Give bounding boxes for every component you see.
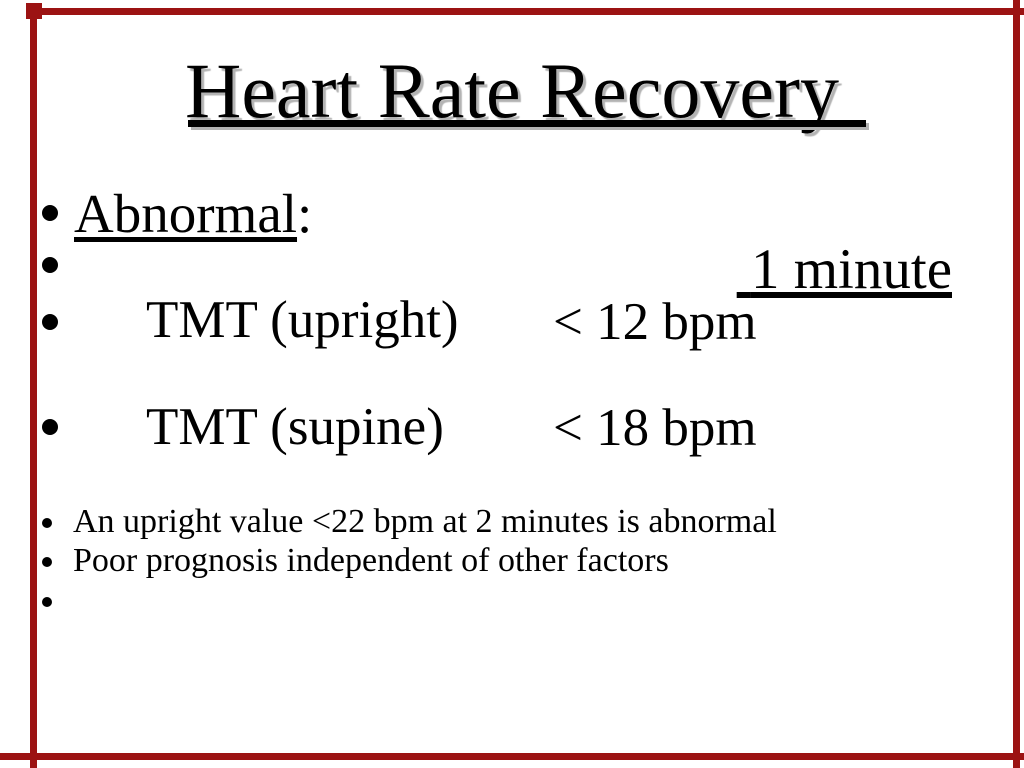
abnormal-label: Abnormal <box>74 183 298 244</box>
bullet-icon <box>42 518 52 528</box>
tmt-supine-value: < 18 bpm <box>553 399 757 457</box>
frame-border-left <box>30 4 37 768</box>
tmt-upright-value: < 12 bpm <box>553 293 757 351</box>
note-poor-prognosis: Poor prognosis independent of other fact… <box>73 542 669 579</box>
tmt-supine-label: TMT (supine) <box>146 398 444 456</box>
frame-border-right <box>1013 0 1020 768</box>
slide-title-text: Heart Rate Recovery <box>184 47 839 134</box>
tmt-upright-label: TMT (upright) <box>146 291 459 349</box>
bullet-icon <box>42 557 52 567</box>
note-upright-2min: An upright value <22 bpm at 2 minutes is… <box>73 503 777 540</box>
minute-column-header: 1 minute <box>737 238 952 302</box>
bullet-icon <box>42 314 58 330</box>
frame-corner-mark <box>26 3 42 19</box>
slide-title: Heart Rate Recovery <box>0 48 1024 134</box>
bullet-icon <box>42 257 58 273</box>
frame-border-top <box>27 8 1024 15</box>
frame-border-bottom <box>0 753 1024 760</box>
title-underline <box>188 120 866 127</box>
minute-header-label: 1 minute <box>750 238 952 301</box>
bullet-icon <box>42 419 58 435</box>
bullet-icon <box>42 597 52 607</box>
abnormal-colon: : <box>297 183 313 244</box>
abnormal-heading: Abnormal: <box>74 183 313 245</box>
minute-header-underlined: 1 minute <box>737 238 952 301</box>
bullet-icon <box>42 205 58 221</box>
